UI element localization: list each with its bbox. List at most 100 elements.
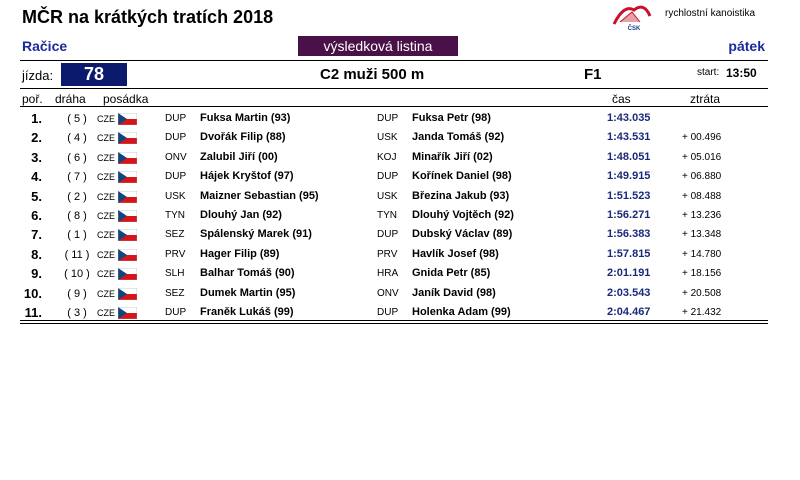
lane: ( 11 ) (64, 248, 90, 261)
country: CZE (97, 249, 115, 260)
club: HRA (377, 268, 399, 280)
crew-member: Hager Filip (89) (200, 247, 280, 260)
time: 2:01.191 (607, 267, 651, 280)
club: TYN (377, 210, 397, 221)
loss: + 05.016 (682, 151, 722, 163)
lane: ( 6 ) (67, 151, 87, 164)
flag-icon (117, 132, 138, 145)
club: KOJ (377, 151, 397, 163)
loss: + 08.488 (682, 190, 722, 202)
country: CZE (97, 114, 115, 124)
flag-icon (117, 267, 138, 281)
club: ONV (165, 151, 187, 163)
crew-member: Holenka Adam (99) (412, 306, 511, 318)
country: CZE (97, 191, 115, 202)
club: DUP (165, 307, 187, 318)
lane: ( 3 ) (67, 307, 87, 319)
rule (20, 320, 768, 321)
start-label: start: (697, 67, 720, 78)
time: 1:43.035 (607, 112, 651, 124)
col-time: čas (612, 92, 631, 106)
flag-icon (117, 190, 138, 203)
country: CZE (97, 308, 115, 318)
loss: + 18.156 (682, 268, 722, 280)
flag-icon (117, 170, 138, 184)
flag (117, 170, 138, 184)
flag (117, 151, 138, 165)
rank: 7. (31, 227, 42, 243)
flag (117, 112, 138, 126)
rule (20, 60, 768, 61)
document-type: výsledková listina (298, 36, 458, 56)
logo-text: ČSK (628, 25, 641, 32)
lane: ( 7 ) (67, 171, 87, 184)
loss: + 00.496 (682, 132, 722, 144)
club: DUP (165, 113, 187, 124)
flag-icon (117, 151, 138, 165)
crew-member: Fuksa Martin (93) (200, 112, 291, 124)
loss: + 06.880 (682, 171, 722, 183)
crew-member: Dumek Martin (95) (200, 286, 296, 299)
day: pátek (728, 38, 765, 54)
crew-member: Dlouhý Vojtěch (92) (412, 209, 514, 221)
start-time: 13:50 (726, 66, 757, 80)
lane: ( 4 ) (67, 132, 87, 145)
country: CZE (97, 133, 115, 144)
crew-member: Janík David (98) (412, 286, 496, 299)
rank: 3. (31, 149, 42, 165)
flag (117, 287, 138, 300)
crew-member: Březina Jakub (93) (412, 189, 510, 202)
crew-member: Spálenský Marek (91) (200, 228, 312, 241)
race-round: F1 (584, 66, 602, 83)
club: DUP (377, 113, 399, 124)
crew-member: Dvořák Filip (88) (200, 131, 286, 144)
organization: rychlostní kanoistika (665, 8, 756, 19)
time: 1:51.523 (607, 189, 651, 202)
title: MČR na krátkých tratích 2018 (22, 7, 274, 27)
race-number: 78 (61, 63, 127, 86)
loss: + 13.348 (682, 229, 722, 241)
club: DUP (377, 229, 399, 241)
time: 1:57.815 (607, 247, 651, 260)
country: CZE (97, 230, 115, 241)
flag-icon (117, 287, 138, 300)
club: SEZ (165, 229, 185, 241)
rank: 11. (24, 305, 42, 320)
lane: ( 9 ) (67, 287, 87, 300)
time: 1:43.531 (607, 131, 651, 144)
country: CZE (97, 269, 115, 280)
lane: ( 8 ) (67, 210, 87, 222)
loss: + 13.236 (682, 210, 722, 221)
country: CZE (97, 172, 115, 183)
flag (117, 190, 138, 203)
col-lane: dráha (55, 92, 86, 106)
club: SLH (165, 268, 185, 280)
col-crew: posádka (103, 92, 149, 106)
rank: 1. (31, 111, 42, 126)
crew-member: Dlouhý Jan (92) (200, 209, 282, 221)
lane: ( 2 ) (67, 190, 87, 203)
logo: ČSK (612, 5, 652, 32)
club: DUP (165, 171, 187, 183)
lane: ( 5 ) (67, 113, 87, 125)
time: 1:56.383 (607, 228, 651, 241)
flag (117, 209, 138, 223)
crew-member: Janda Tomáš (92) (412, 131, 505, 144)
lane: ( 1 ) (67, 229, 87, 242)
country: CZE (97, 211, 115, 221)
loss: + 20.508 (682, 287, 722, 299)
rank: 10. (23, 285, 42, 301)
col-rank: poř. (22, 92, 43, 106)
crew-member: Fuksa Petr (98) (412, 112, 491, 124)
rank: 8. (31, 246, 42, 262)
crew-member: Havlík Josef (98) (412, 247, 499, 260)
club: USK (377, 132, 398, 144)
country: CZE (97, 152, 115, 163)
club: USK (377, 190, 398, 202)
crew-member: Kořínek Daniel (98) (412, 170, 512, 183)
race-label: jízda: (22, 68, 54, 83)
rank: 4. (31, 169, 42, 185)
club: PRV (377, 248, 398, 260)
club: PRV (165, 248, 186, 260)
